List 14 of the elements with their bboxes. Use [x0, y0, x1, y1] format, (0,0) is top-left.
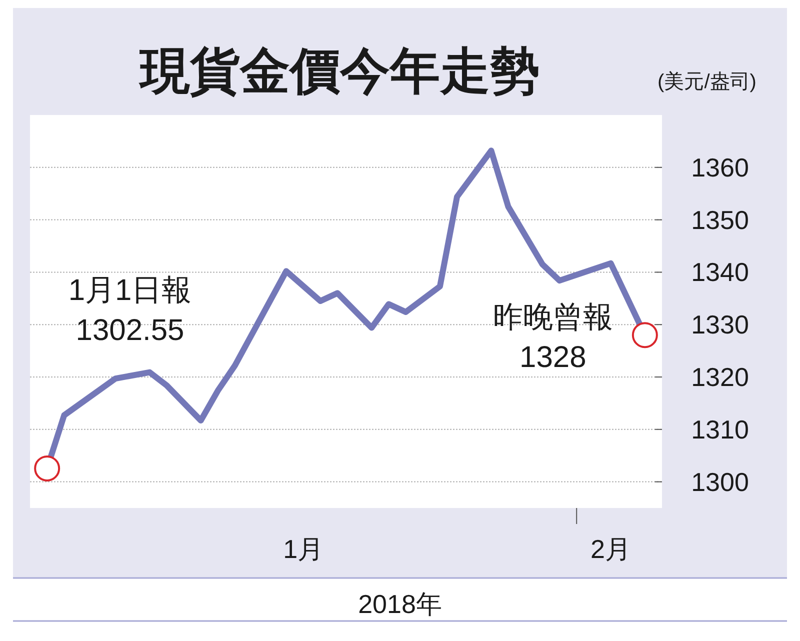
y-tick-label: 1300 — [691, 466, 749, 497]
y-axis-title: (美元/盎司) — [658, 70, 756, 93]
chart-title: 現貨金價今年走勢 — [138, 43, 540, 99]
annotation: 昨晚曾報 1328 — [492, 301, 613, 374]
y-tick-label: 1310 — [691, 414, 749, 444]
y-tick-label: 1320 — [691, 362, 749, 392]
x-tick-label: 2月 — [590, 534, 631, 564]
x-axis-title: 2018年 — [358, 589, 442, 619]
y-tick-label: 1350 — [691, 204, 749, 235]
y-tick-label: 1360 — [691, 152, 749, 182]
x-tick-label: 1月 — [283, 534, 324, 564]
y-tick-label: 1340 — [691, 257, 749, 288]
y-tick-label: 1330 — [691, 310, 749, 340]
annotation: 1月1日報 1302.55 — [68, 274, 192, 347]
